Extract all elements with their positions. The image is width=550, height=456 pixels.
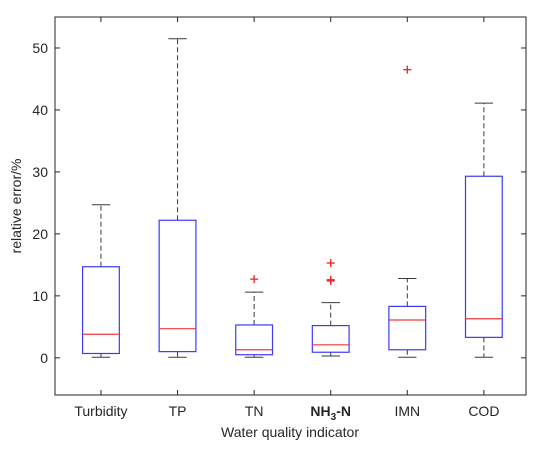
y-tick-label: 50 — [32, 40, 48, 56]
y-tick-label: 30 — [32, 164, 48, 180]
y-tick-label: 20 — [32, 226, 48, 242]
box-nh3-n — [311, 259, 350, 357]
iqr-box — [388, 305, 427, 351]
x-axis: Turbidity TP TN NH3-N IMN COD — [74, 17, 499, 423]
iqr-box — [158, 219, 197, 353]
box-tp — [158, 38, 197, 358]
x-tick-label: TP — [169, 403, 187, 419]
y-axis-label: relative error/% — [8, 159, 24, 254]
y-axis: 0 10 20 30 40 50 — [32, 40, 526, 366]
y-tick-label: 10 — [32, 288, 48, 304]
x-tick-label: NH3-N — [310, 403, 351, 423]
box-tn — [235, 275, 274, 358]
x-tick-label: TN — [245, 403, 264, 419]
x-tick-label: Turbidity — [74, 403, 127, 419]
x-axis-label: Water quality indicator — [221, 424, 359, 440]
boxes-group — [81, 38, 503, 358]
x-tick-label: IMN — [394, 403, 420, 419]
x-tick-label: COD — [468, 403, 499, 419]
iqr-box — [81, 266, 120, 355]
box-imn — [388, 65, 427, 358]
iqr-box — [235, 324, 274, 356]
y-tick-label: 40 — [32, 102, 48, 118]
box-cod — [464, 102, 503, 358]
y-tick-label: 0 — [40, 350, 48, 366]
iqr-box — [464, 175, 503, 338]
box-turbidity — [81, 204, 120, 358]
plot-frame — [54, 16, 527, 396]
iqr-box — [311, 324, 350, 353]
